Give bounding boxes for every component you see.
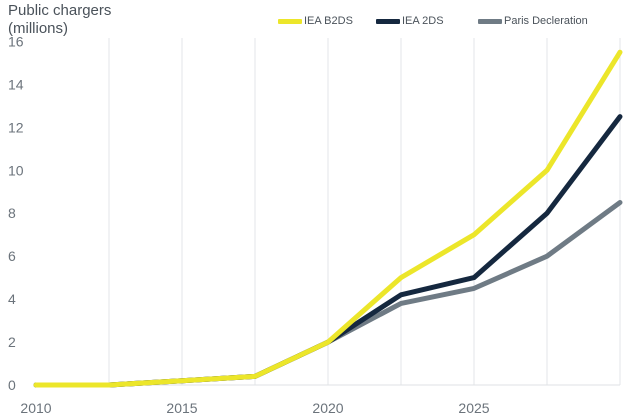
y-tick-label: 8 — [8, 205, 16, 221]
y-tick-label: 14 — [8, 76, 24, 92]
legend-item-iea-b2ds: IEA B2DS — [278, 14, 353, 28]
y-axis-label: Public chargers (millions) — [8, 2, 112, 37]
legend-item-paris-decleration: Paris Decleration — [478, 14, 588, 28]
y-tick-label: 12 — [8, 119, 24, 135]
legend-swatch-iea-b2ds — [278, 18, 302, 24]
legend-item-iea-2ds: IEA 2DS — [376, 14, 444, 28]
series-lines — [33, 49, 623, 388]
y-axis-ticks: 0 2 4 6 8 10 12 14 16 — [8, 33, 24, 393]
y-tick-label: 16 — [8, 33, 24, 49]
legend-label-paris-decleration: Paris Decleration — [504, 15, 588, 27]
grid-lines — [36, 38, 621, 386]
legend-label-iea-2ds: IEA 2DS — [402, 15, 444, 27]
legend-label-iea-b2ds: IEA B2DS — [304, 15, 353, 27]
legend-swatch-iea-2ds — [376, 18, 400, 24]
legend-swatch-paris-decleration — [478, 18, 502, 24]
y-tick-label: 2 — [8, 334, 16, 350]
x-tick-label: 2025 — [458, 400, 489, 416]
x-tick-label: 2010 — [20, 400, 51, 416]
series-line-iea-b2ds — [33, 49, 623, 388]
y-tick-label: 0 — [8, 377, 16, 393]
x-tick-label: 2020 — [312, 400, 343, 416]
x-axis-ticks: 2010 2015 2020 2025 — [20, 400, 489, 416]
y-tick-label: 4 — [8, 291, 16, 307]
y-tick-label: 6 — [8, 248, 16, 264]
y-tick-label: 10 — [8, 162, 24, 178]
x-tick-label: 2015 — [166, 400, 197, 416]
